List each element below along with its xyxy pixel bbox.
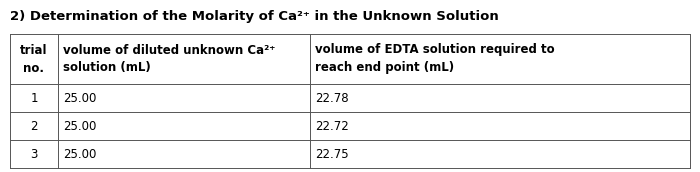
Text: 25.00: 25.00 <box>63 148 97 160</box>
Text: no.: no. <box>24 62 45 74</box>
Text: 2) Determination of the Molarity of Ca²⁺ in the Unknown Solution: 2) Determination of the Molarity of Ca²⁺… <box>10 10 498 23</box>
Text: 25.00: 25.00 <box>63 120 97 132</box>
Text: 1: 1 <box>30 92 38 105</box>
Text: reach end point (mL): reach end point (mL) <box>315 62 454 74</box>
Text: 22.72: 22.72 <box>315 120 349 132</box>
Text: 22.78: 22.78 <box>315 92 349 105</box>
Text: 22.75: 22.75 <box>315 148 349 160</box>
Text: 25.00: 25.00 <box>63 92 97 105</box>
Text: volume of EDTA solution required to: volume of EDTA solution required to <box>315 44 554 56</box>
Text: volume of diluted unknown Ca²⁺: volume of diluted unknown Ca²⁺ <box>63 44 275 56</box>
Text: trial: trial <box>20 44 48 56</box>
Text: solution (mL): solution (mL) <box>63 62 150 74</box>
Text: 3: 3 <box>30 148 38 160</box>
Text: 2: 2 <box>30 120 38 132</box>
